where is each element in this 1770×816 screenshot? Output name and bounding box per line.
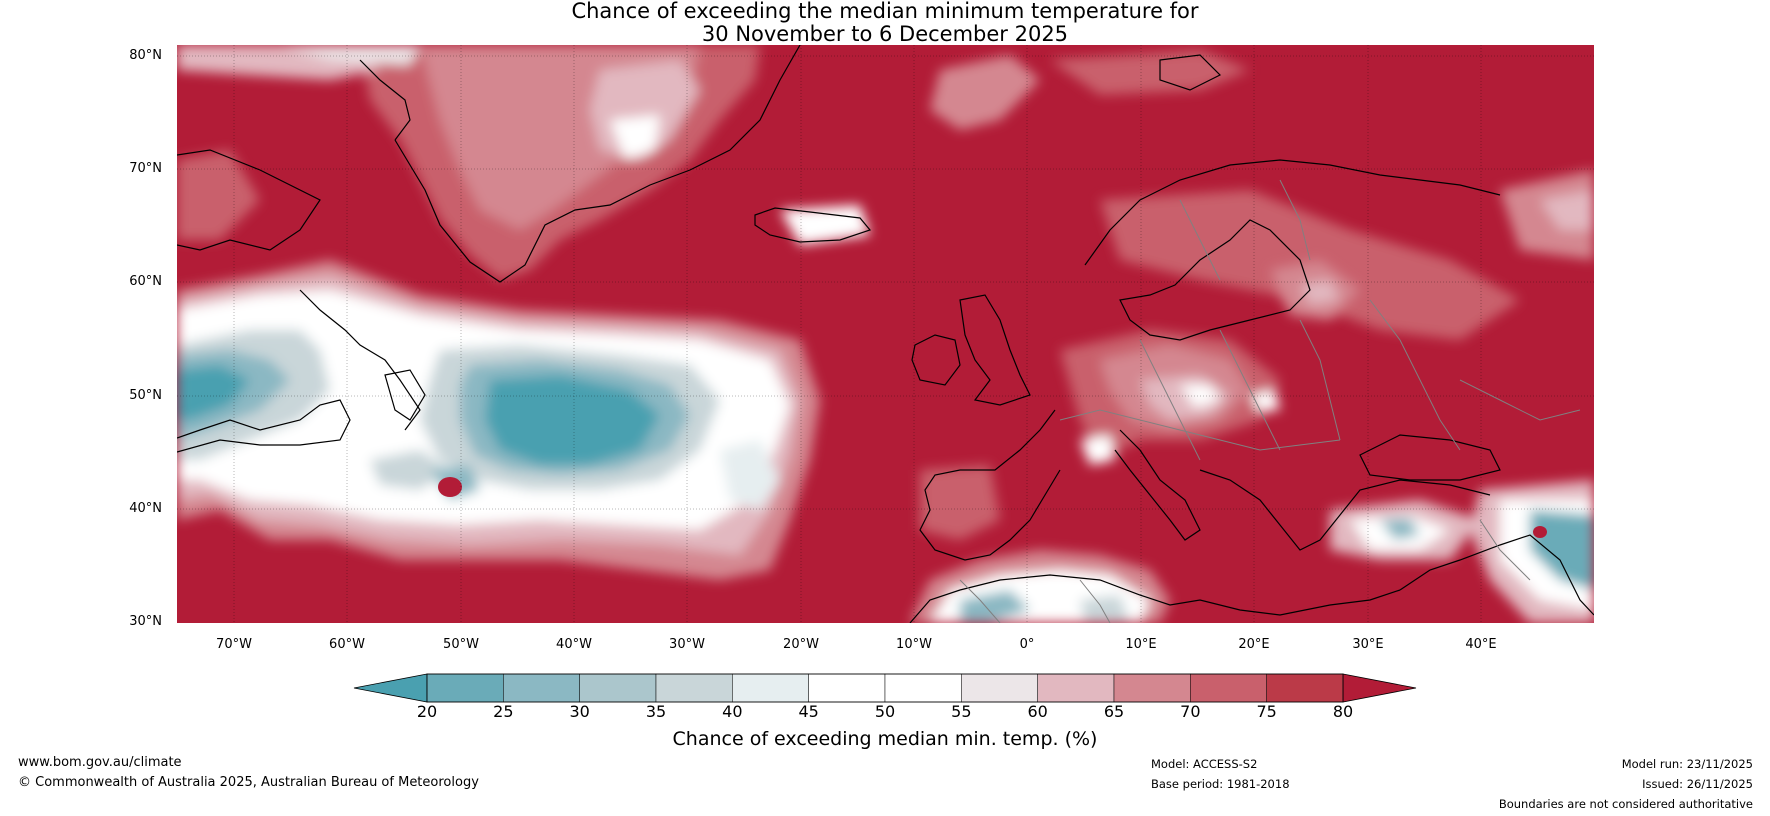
lat-label-70n: 70°N bbox=[129, 161, 162, 176]
colorbar-tick-label: 60 bbox=[1027, 702, 1048, 721]
issued-text: Issued: 26/11/2025 bbox=[1642, 777, 1753, 791]
colorbar-tick-label: 65 bbox=[1103, 702, 1125, 721]
lat-label-60n: 60°N bbox=[129, 274, 162, 289]
colorbar-bin bbox=[426, 673, 504, 703]
lon-label-30e: 30°E bbox=[1352, 637, 1384, 652]
disclaimer-text: Boundaries are not considered authoritat… bbox=[1498, 797, 1753, 811]
coastlines bbox=[177, 45, 1594, 623]
colorbar-title: Chance of exceeding median min. temp. (%… bbox=[672, 728, 1098, 750]
iceland-coast bbox=[754, 207, 872, 243]
lat-label-40n: 40°N bbox=[129, 501, 162, 516]
website-text: www.bom.gov.au/climate bbox=[18, 755, 182, 770]
colorbar-bin bbox=[1037, 673, 1115, 703]
map-title-line2: 30 November to 6 December 2025 bbox=[701, 22, 1069, 46]
lon-label-10w: 10°W bbox=[896, 637, 932, 652]
colorbar-bin bbox=[732, 673, 809, 703]
map-area bbox=[177, 45, 1594, 623]
graticule bbox=[177, 45, 1594, 623]
colorbar-tick-label: 40 bbox=[722, 702, 743, 721]
colorbar-bin bbox=[1190, 673, 1267, 703]
colorbar-tick-label: 45 bbox=[798, 702, 819, 721]
balkans-coast bbox=[1199, 469, 1491, 551]
colorbar-tick-label: 55 bbox=[951, 702, 972, 721]
greenland-west-coast bbox=[359, 59, 411, 141]
colorbar bbox=[353, 673, 1417, 703]
colorbar-bin bbox=[1266, 673, 1344, 703]
colorbar-bin bbox=[579, 673, 657, 703]
svalbard-coast bbox=[1159, 54, 1222, 91]
canadian-arctic-coast bbox=[177, 149, 321, 251]
norway-coast bbox=[1084, 159, 1501, 266]
base-period-text: Base period: 1981-2018 bbox=[1151, 777, 1290, 791]
newfoundland-coast bbox=[384, 369, 426, 421]
britain-coast bbox=[959, 294, 1031, 406]
colorbar-extend-high bbox=[1342, 673, 1417, 703]
lon-label-70w: 70°W bbox=[216, 637, 252, 652]
warm-spot bbox=[438, 477, 462, 497]
lon-label-50w: 50°W bbox=[443, 637, 479, 652]
labrador-coast bbox=[299, 289, 421, 431]
lon-label-10e: 10°E bbox=[1125, 637, 1157, 652]
colorbar-tick-label: 30 bbox=[569, 702, 590, 721]
europe-west-coast bbox=[919, 409, 1061, 561]
europe-field bbox=[920, 260, 1360, 540]
lon-label-40e: 40°E bbox=[1465, 637, 1497, 652]
sweden-baltic-coast bbox=[1119, 219, 1311, 341]
lat-label-80n: 80°N bbox=[129, 48, 162, 63]
colorbar-bin bbox=[1113, 673, 1191, 703]
lat-label-50n: 50°N bbox=[129, 388, 162, 403]
lon-label-60w: 60°W bbox=[329, 637, 365, 652]
model-text: Model: ACCESS-S2 bbox=[1151, 757, 1258, 771]
colorbar-tick-label: 80 bbox=[1332, 702, 1354, 721]
colorbar-tick-label: 35 bbox=[645, 702, 667, 721]
greenland-coast bbox=[394, 45, 801, 283]
colorbar-tick-label: 20 bbox=[416, 702, 438, 721]
colorbar-bin bbox=[503, 673, 580, 703]
colorbar-bin bbox=[961, 673, 1038, 703]
canada-coast bbox=[177, 399, 351, 453]
black-sea-coast bbox=[1359, 434, 1501, 481]
copyright-text: © Commonwealth of Australia 2025, Austra… bbox=[18, 775, 479, 790]
colorbar-tick-label: 70 bbox=[1180, 702, 1201, 721]
colorbar-bin bbox=[808, 673, 886, 703]
italy-coast bbox=[1114, 429, 1201, 541]
map-title-line1: Chance of exceeding the median minimum t… bbox=[571, 0, 1199, 23]
colorbar-frame bbox=[426, 673, 1344, 703]
lon-label-0: 0° bbox=[1019, 637, 1035, 652]
atlantic-field bbox=[177, 260, 820, 580]
lat-label-30n: 30°N bbox=[129, 614, 162, 629]
warm-spot-east bbox=[1533, 526, 1547, 538]
model-run-text: Model run: 23/11/2025 bbox=[1621, 757, 1753, 771]
colorbar-bin bbox=[655, 673, 733, 703]
colorbar-extend-low bbox=[353, 673, 428, 703]
levant-coast bbox=[1399, 534, 1594, 616]
lon-label-20w: 20°W bbox=[783, 637, 819, 652]
colorbar-tick-label: 50 bbox=[874, 702, 896, 721]
colorbar-tick-label: 75 bbox=[1256, 702, 1277, 721]
colorbar-tick-label: 25 bbox=[493, 702, 514, 721]
lon-label-30w: 30°W bbox=[669, 637, 705, 652]
africa-north-coast bbox=[909, 574, 1401, 623]
country-borders bbox=[959, 179, 1581, 623]
ireland-coast bbox=[911, 334, 961, 386]
lon-label-20e: 20°E bbox=[1238, 637, 1270, 652]
lon-label-40w: 40°W bbox=[556, 637, 592, 652]
colorbar-bin bbox=[884, 673, 962, 703]
